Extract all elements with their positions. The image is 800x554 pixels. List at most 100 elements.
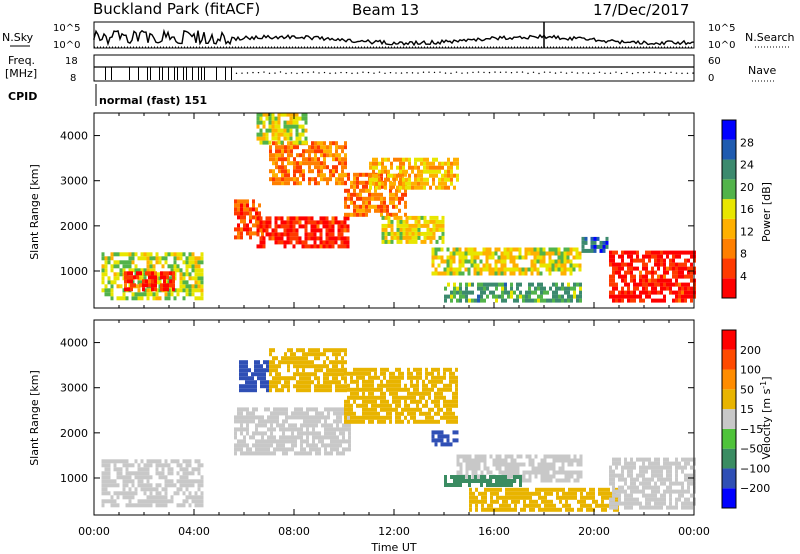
- heatmap-cell: [308, 360, 311, 365]
- heatmap-cell: [272, 376, 275, 381]
- heatmap-cell: [609, 282, 612, 287]
- heatmap-cell: [151, 279, 154, 284]
- heatmap-cell: [458, 263, 462, 268]
- heatmap-cell: [107, 463, 111, 468]
- heatmap-cell: [654, 461, 657, 466]
- heatmap-cell: [651, 274, 654, 279]
- nave-dot: [246, 72, 249, 74]
- y-tick-label: 1000: [60, 472, 88, 485]
- heatmap-cell: [173, 268, 177, 273]
- heatmap-cell: [268, 128, 272, 133]
- heatmap-cell: [489, 282, 492, 287]
- heatmap-cell: [283, 132, 287, 137]
- heatmap-cell: [256, 224, 260, 229]
- heatmap-cell: [443, 367, 446, 372]
- heatmap-cell: [293, 364, 296, 369]
- heatmap-cell: [447, 185, 450, 190]
- heatmap-cell: [555, 286, 558, 291]
- heatmap-cell: [272, 368, 275, 373]
- y-tick-label: 3000: [60, 175, 88, 188]
- heatmap-cell: [262, 132, 266, 137]
- heatmap-cell: [648, 254, 651, 259]
- heatmap-cell: [173, 256, 177, 261]
- heatmap-cell: [560, 255, 564, 260]
- heatmap-cell: [101, 276, 105, 281]
- heatmap-cell: [271, 116, 275, 121]
- heatmap-cell: [645, 250, 648, 255]
- heatmap-cell: [464, 251, 468, 256]
- heatmap-cell: [612, 258, 615, 263]
- heatmap-cell: [592, 487, 595, 492]
- heatmap-cell: [341, 149, 344, 154]
- heatmap-cell: [678, 274, 681, 279]
- heatmap-cell: [341, 169, 344, 174]
- heatmap-cell: [146, 479, 150, 484]
- heatmap-cell: [333, 419, 336, 424]
- heatmap-cell: [342, 431, 345, 436]
- heatmap-cell: [131, 296, 135, 301]
- heatmap-cell: [262, 220, 266, 225]
- heatmap-cell: [645, 465, 648, 470]
- heatmap-cell: [404, 204, 407, 209]
- heatmap-cell: [302, 149, 305, 154]
- heatmap-cell: [252, 419, 255, 424]
- heatmap-cell: [169, 283, 172, 288]
- heatmap-cell: [289, 232, 293, 237]
- heatmap-cell: [402, 223, 406, 228]
- heatmap-cell: [313, 228, 317, 233]
- heatmap-cell: [453, 185, 456, 190]
- heatmap-cell: [252, 199, 255, 204]
- heatmap-cell: [295, 220, 299, 225]
- nave-dot: [241, 72, 243, 74]
- heatmap-cell: [678, 290, 681, 295]
- heatmap-cell: [317, 181, 320, 186]
- heatmap-cell: [642, 505, 645, 510]
- heatmap-cell: [410, 411, 413, 416]
- heatmap-cell: [477, 462, 481, 467]
- heatmap-cell: [444, 298, 447, 303]
- nave-dot: [593, 72, 595, 75]
- heatmap-cell: [542, 251, 546, 256]
- heatmap-cell: [348, 415, 351, 420]
- heatmap-cell: [104, 463, 108, 468]
- heatmap-cell: [270, 419, 273, 424]
- heatmap-cell: [269, 169, 272, 174]
- heatmap-cell: [383, 208, 386, 213]
- heatmap-cell: [548, 255, 552, 260]
- heatmap-cell: [262, 236, 266, 241]
- heatmap-cell: [116, 495, 120, 500]
- heatmap-cell: [480, 454, 484, 459]
- heatmap-cell: [339, 439, 342, 444]
- heatmap-cell: [561, 470, 565, 475]
- heatmap-cell: [654, 481, 657, 486]
- heatmap-cell: [612, 250, 615, 255]
- heatmap-cell: [127, 271, 130, 276]
- heatmap-cell: [648, 457, 651, 462]
- heatmap-cell: [305, 384, 308, 389]
- heatmap-cell: [407, 403, 410, 408]
- heatmap-cell: [531, 282, 534, 287]
- heatmap-cell: [552, 458, 556, 463]
- nave-dot: [686, 72, 689, 74]
- heatmap-cell: [563, 271, 567, 276]
- heatmap-cell: [332, 165, 335, 170]
- heatmap-cell: [501, 470, 505, 475]
- nave-dot: [461, 72, 463, 74]
- heatmap-cell: [320, 153, 323, 158]
- heatmap-cell: [333, 435, 336, 440]
- heatmap-cell: [675, 481, 678, 486]
- heatmap-cell: [384, 165, 387, 170]
- heatmap-cell: [533, 255, 537, 260]
- heatmap-cell: [395, 383, 398, 388]
- heatmap-cell: [298, 140, 302, 145]
- heatmap-cell: [437, 371, 440, 376]
- heatmap-cell: [672, 254, 675, 259]
- heatmap-cell: [330, 427, 333, 432]
- heatmap-cell: [514, 499, 517, 504]
- heatmap-cell: [540, 466, 544, 471]
- heatmap-cell: [500, 267, 504, 272]
- heatmap-cell: [602, 240, 606, 245]
- nave-dot: [367, 71, 370, 74]
- heatmap-cell: [501, 294, 504, 299]
- heatmap-cell: [609, 254, 612, 259]
